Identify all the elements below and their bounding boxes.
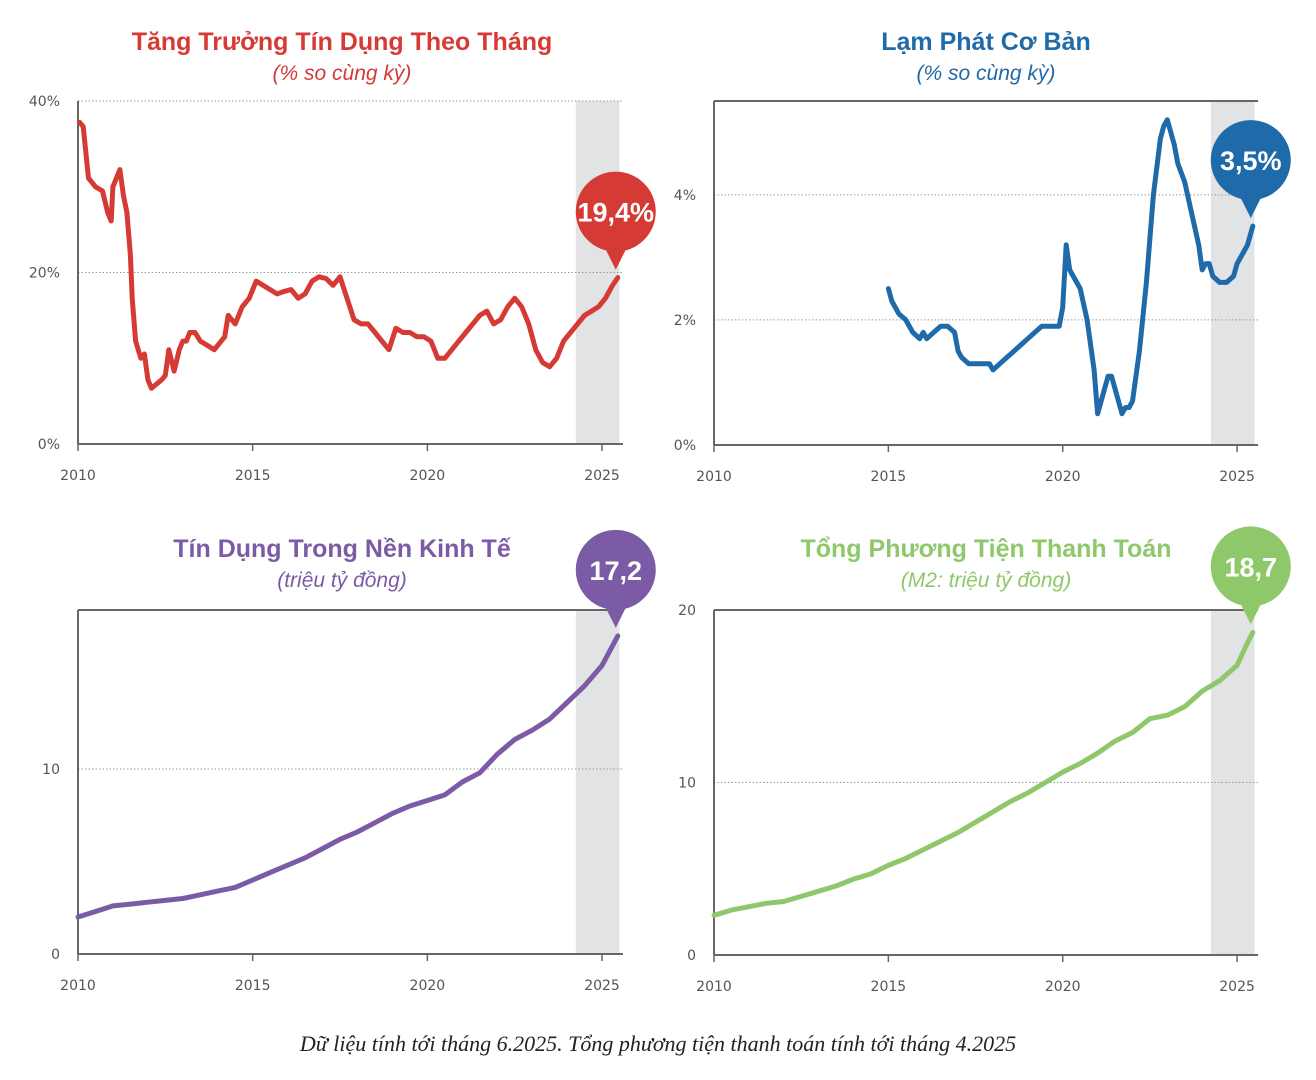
x-tick-label: 2020: [410, 978, 446, 994]
value-callout: 19,4%: [575, 171, 656, 270]
x-tick-label: 2015: [235, 978, 271, 994]
y-tick-label: 0: [51, 947, 60, 963]
footnote: Dữ liệu tính tới tháng 6.2025. Tổng phươ…: [299, 1031, 1017, 1056]
series-line: [75, 633, 621, 920]
series-line: [885, 117, 1256, 417]
x-tick-label: 2010: [696, 979, 732, 995]
panel-core-inflation: 0% 2% 4% 2010 2015 2020 2025 Lạm Phát Cơ Bản (% …: [674, 28, 1291, 485]
x-tick-label: 2010: [60, 468, 96, 484]
y-tick-label: 0: [687, 948, 696, 964]
shaded-period: [575, 610, 620, 954]
y-tick-label: 10: [42, 762, 60, 778]
x-tick-label: 2015: [235, 468, 271, 484]
callout-pointer: [603, 603, 628, 628]
y-tick-label: 0%: [674, 438, 696, 454]
callout-label: 19,4%: [577, 198, 654, 228]
x-tick-label: 2010: [696, 469, 732, 485]
chart-subtitle: (% so cùng kỳ): [273, 62, 412, 85]
callout-pointer: [603, 245, 628, 270]
y-tick-label: 20: [678, 603, 696, 619]
chart-title: Tăng Trưởng Tín Dụng Theo Tháng: [132, 28, 553, 56]
callout-pointer: [1238, 194, 1263, 219]
x-tick-label: 2025: [1219, 469, 1255, 485]
chart-title: Tổng Phương Tiện Thanh Toán: [800, 535, 1171, 563]
x-tick-label: 2025: [584, 468, 620, 484]
chart-subtitle: (% so cùng kỳ): [917, 62, 1056, 85]
callout-label: 3,5%: [1220, 146, 1282, 176]
chart-subtitle: (triệu tỷ đồng): [277, 569, 407, 592]
panel-credit-economy: 0 10 2010 2015 2020 2025 Tín Dụng Trong Nền Ki…: [42, 529, 656, 994]
y-tick-label: 4%: [674, 188, 696, 204]
callout-bubble: [575, 529, 656, 610]
x-tick-label: 2025: [584, 978, 620, 994]
y-tick-label: 20%: [29, 266, 60, 282]
value-callout: 18,7: [1210, 526, 1291, 625]
x-tick-label: 2015: [871, 469, 907, 485]
x-tick-label: 2010: [60, 978, 96, 994]
callout-bubble: [1210, 526, 1291, 607]
y-tick-label: 2%: [674, 313, 696, 329]
callout-pointer: [1238, 600, 1263, 625]
panel-credit-growth: 0% 20% 40% 2010 2015 2020 2025 Tăng Trưởng Tín …: [29, 28, 656, 484]
series-line: [77, 119, 621, 391]
callout-bubble: [575, 171, 656, 252]
callout-bubble: [1210, 120, 1291, 201]
x-tick-label: 2020: [1045, 469, 1081, 485]
panel-money-supply: 0 10 20 2010 2015 2020 2025 Tổng Phương Tiện Th…: [678, 526, 1291, 995]
callout-label: 17,2: [589, 556, 642, 586]
value-callout: 17,2: [575, 529, 656, 628]
x-tick-label: 2020: [1045, 979, 1081, 995]
y-tick-label: 0%: [38, 437, 60, 453]
chart-title: Tín Dụng Trong Nền Kinh Tế: [173, 535, 511, 563]
chart-subtitle: (M2: triệu tỷ đồng): [901, 569, 1071, 592]
chart-title: Lạm Phát Cơ Bản: [881, 28, 1090, 56]
value-callout: 3,5%: [1210, 120, 1291, 219]
x-tick-label: 2020: [410, 468, 446, 484]
x-tick-label: 2025: [1219, 979, 1255, 995]
series-line: [711, 629, 1256, 918]
callout-label: 18,7: [1224, 552, 1277, 582]
x-tick-label: 2015: [871, 979, 907, 995]
y-tick-label: 40%: [29, 94, 60, 110]
y-tick-label: 10: [678, 776, 696, 792]
